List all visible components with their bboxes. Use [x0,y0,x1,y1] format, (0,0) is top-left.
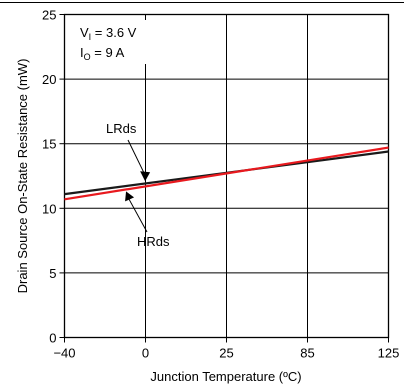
series-line-hrds [64,146,389,201]
condition-symbol: I [80,45,84,60]
series-label-hrds: HRds [137,234,170,249]
hrds-arrowhead [125,191,135,202]
conditions-bg [70,20,174,64]
condition-symbol: V [80,25,89,40]
series-label-lrds: LRds [106,121,137,136]
series-layer [64,146,389,201]
x-tick-label: 85 [300,346,314,361]
y-tick-label: 5 [49,266,56,281]
y-tick-label: 10 [42,201,56,216]
x-tick-label: 25 [219,346,233,361]
condition-value: = 9 A [91,45,125,60]
y-tick-label: 25 [42,8,56,23]
y-tick-label: 0 [49,331,56,346]
grid [59,14,389,343]
y-tick-label: 20 [42,72,56,87]
lrds-arrow-line [127,139,146,176]
condition-text: VI = 3.6 V [80,25,137,42]
condition-text: IO = 9 A [80,45,125,62]
hrds-arrow-line [127,197,148,233]
condition-subscript: O [84,52,91,62]
lrds-arrowhead [140,171,151,182]
x-tick-label: 0 [142,346,149,361]
condition-value: = 3.6 V [91,25,136,40]
x-tick-label: 125 [378,346,400,361]
x-tick-label: −40 [53,346,75,361]
y-tick-label: 15 [42,137,56,152]
x-axis-label: Junction Temperature (ºC) [150,369,301,384]
y-axis-label: Drain Source On-State Resistance (mW) [15,59,30,294]
condition-subscript: I [89,32,92,42]
